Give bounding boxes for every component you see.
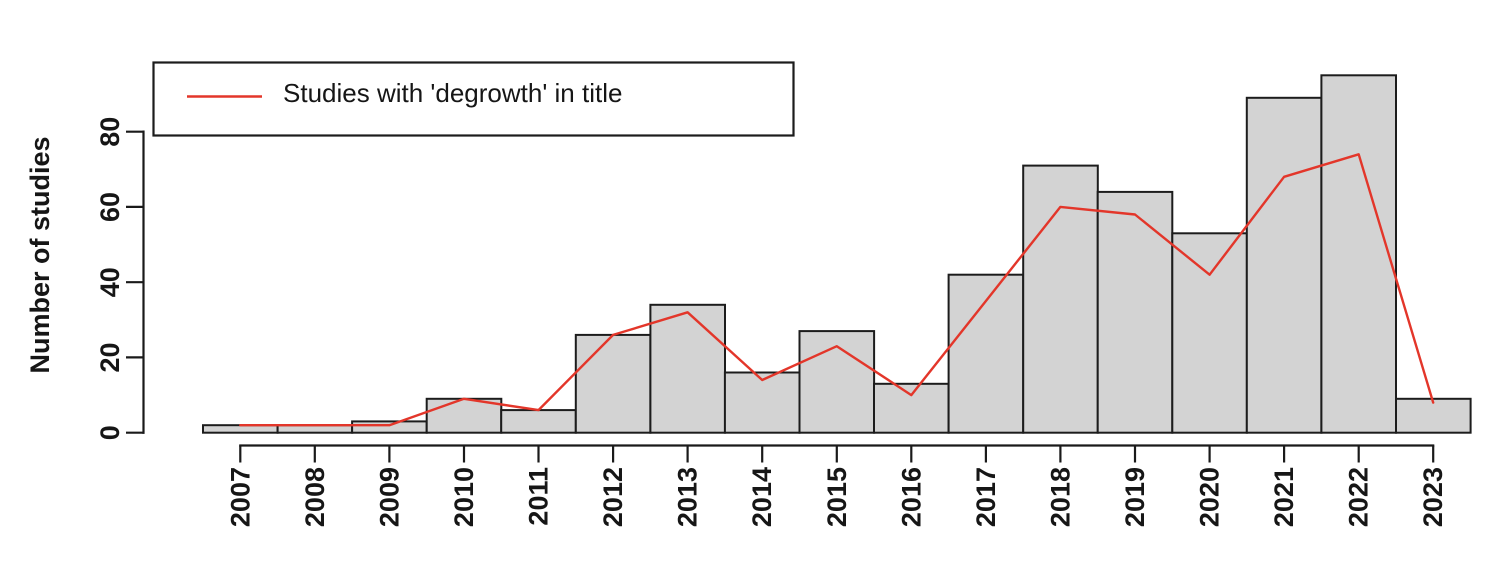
- x-tick-label-2008: 2008: [300, 467, 330, 527]
- y-tick-label-40: 40: [95, 267, 125, 297]
- x-tick-label-2019: 2019: [1120, 467, 1150, 527]
- histogram-bar-2021: [1245, 96, 1323, 434]
- y-tick-label-0: 0: [95, 425, 125, 440]
- x-tick-label-2017: 2017: [971, 467, 1001, 527]
- legend-box: [152, 61, 795, 137]
- x-tick-label-2022: 2022: [1344, 467, 1374, 527]
- histogram-bar-2019: [1096, 190, 1174, 434]
- x-tick-label-2007: 2007: [225, 467, 255, 527]
- histogram-bar-2014: [723, 371, 801, 434]
- y-axis-title: Number of studies: [25, 136, 55, 373]
- histogram-bar-2009: [351, 420, 428, 434]
- histogram-bar-2016: [873, 382, 950, 434]
- legend-entry-label: Studies with 'degrowth' in title: [283, 78, 622, 108]
- x-tick-label-2016: 2016: [896, 467, 926, 527]
- histogram-bar-2017: [947, 273, 1025, 434]
- histogram-bar-2018: [1022, 164, 1099, 434]
- histogram-bar-2022: [1320, 74, 1398, 434]
- y-tick-label-20: 20: [95, 342, 125, 372]
- legend: Studies with 'degrowth' in title: [152, 61, 795, 137]
- x-tick-label-2014: 2014: [747, 467, 777, 527]
- x-tick-label-2012: 2012: [598, 467, 628, 527]
- histogram-bar-2012: [574, 333, 652, 434]
- x-tick-label-2009: 2009: [374, 467, 404, 527]
- x-tick-label-2011: 2011: [524, 467, 554, 526]
- histogram-bar-2023: [1395, 397, 1472, 434]
- x-tick-label-2020: 2020: [1195, 467, 1225, 527]
- x-tick-label-2018: 2018: [1045, 467, 1075, 527]
- histogram-bar-2013: [649, 303, 727, 434]
- histogram-bar-2020: [1171, 232, 1248, 434]
- histogram-bar-2011: [500, 409, 577, 434]
- y-tick-label-60: 60: [95, 192, 125, 222]
- x-axis: 2007 2008 2009 2010 2011 2012 2013 2014 2015 2016…: [225, 444, 1448, 527]
- x-tick-label-2021: 2021: [1269, 467, 1299, 527]
- y-tick-label-80: 80: [95, 117, 125, 147]
- x-tick-label-2010: 2010: [449, 467, 479, 527]
- y-axis: 0 20 40 60 80: [95, 117, 145, 440]
- histogram-bars-group: [202, 74, 1472, 434]
- histogram-bar-2015: [798, 330, 876, 434]
- x-tick-label-2015: 2015: [822, 467, 852, 527]
- x-tick-label-2023: 2023: [1418, 467, 1448, 527]
- x-tick-label-2013: 2013: [673, 467, 703, 527]
- degrowth-trend-line: [239, 153, 1435, 427]
